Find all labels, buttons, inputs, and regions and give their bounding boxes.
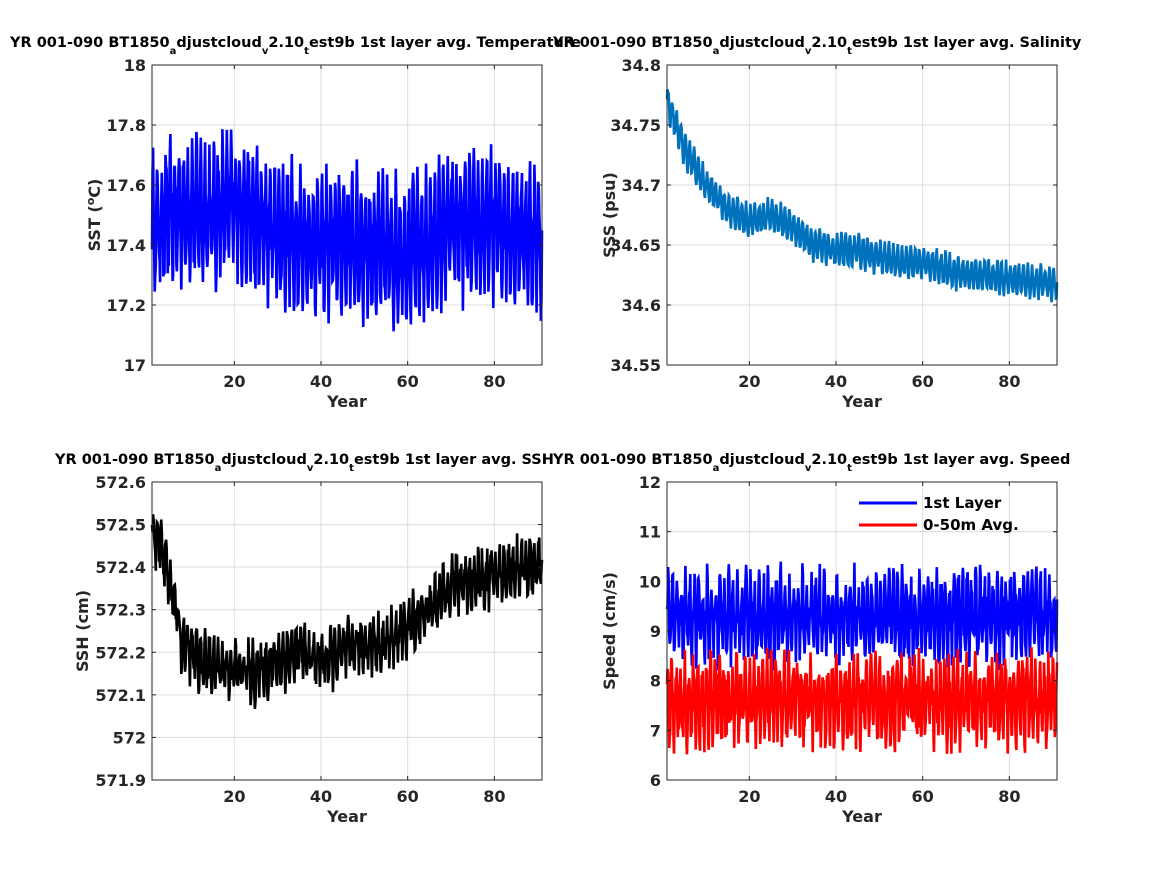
y-tick-label: 17 — [124, 356, 146, 375]
series-line — [665, 561, 1059, 671]
y-axis-label: SST (oC) — [84, 179, 104, 252]
chart-panel-2: 20 40 60 80 34.55 34.6 34.65 34.7 34.75 34.8 Year S… — [552, 35, 1082, 411]
y-tick-label: 8 — [650, 672, 661, 691]
x-tick-label: 80 — [483, 372, 505, 391]
y-tick-label: 572.6 — [95, 473, 146, 492]
y-tick-label: 18 — [124, 56, 146, 75]
x-tick-label: 40 — [825, 787, 847, 806]
axes-box — [151, 481, 543, 781]
y-tick-label: 34.65 — [610, 236, 661, 255]
x-tick-label: 60 — [397, 372, 419, 391]
x-tick-label: 80 — [998, 787, 1020, 806]
y-tick-label: 9 — [650, 622, 661, 641]
y-tick-label: 17.8 — [107, 116, 146, 135]
x-tick-label: 40 — [825, 372, 847, 391]
y-tick-label: 11 — [639, 523, 661, 542]
x-axis-label: Year — [841, 807, 882, 826]
y-tick-label: 17.2 — [107, 296, 146, 315]
x-axis-label: Year — [326, 392, 367, 411]
y-tick-label: 34.55 — [610, 356, 661, 375]
legend: 1st Layer 0-50m Avg. — [859, 494, 1019, 534]
x-tick-label: 80 — [483, 787, 505, 806]
chart-title: YR 001-090 BT1850adjustcloudv2.10test9b … — [9, 35, 581, 57]
x-tick-label: 60 — [912, 787, 934, 806]
series-line — [150, 514, 544, 710]
y-tick-label: 34.7 — [622, 176, 661, 195]
axes-box — [666, 64, 1058, 366]
x-tick-label: 20 — [223, 787, 245, 806]
y-tick-label: 571.9 — [95, 771, 146, 790]
y-tick-label: 17.4 — [107, 236, 146, 255]
x-tick-label: 60 — [397, 787, 419, 806]
series-group — [665, 561, 1059, 755]
y-tick-label: 6 — [650, 771, 661, 790]
y-tick-label: 34.75 — [610, 116, 661, 135]
y-axis-label: SSS (psu) — [600, 172, 619, 258]
series-group — [150, 514, 544, 710]
y-tick-label: 572.4 — [95, 558, 146, 577]
x-tick-label: 20 — [738, 787, 760, 806]
x-axis-label: Year — [326, 807, 367, 826]
chart-title: YR 001-090 BT1850adjustcloudv2.10test9b … — [552, 452, 1070, 474]
y-axis-label: SSH (cm) — [73, 590, 92, 672]
chart-panel-3: 20 40 60 80 571.9 572 572.1 572.2 572.3 572.4 572.… — [54, 452, 554, 826]
legend-label: 0-50m Avg. — [923, 516, 1019, 534]
y-tick-label: 12 — [639, 473, 661, 492]
y-tick-label: 572.2 — [95, 643, 146, 662]
series-group — [665, 89, 1059, 303]
series-line — [665, 89, 1059, 303]
series-line — [150, 129, 544, 332]
y-tick-label: 34.8 — [622, 56, 661, 75]
y-tick-label: 34.6 — [622, 296, 661, 315]
y-tick-label: 572.1 — [95, 686, 146, 705]
y-tick-label: 572.3 — [95, 601, 146, 620]
y-tick-label: 7 — [650, 721, 661, 740]
chart-title: YR 001-090 BT1850adjustcloudv2.10test9b … — [54, 452, 554, 474]
chart-panel-1: 20 40 60 80 17 17.2 17.4 17.6 17.8 18 Year SST (oC)… — [9, 35, 581, 411]
series-line — [665, 647, 1059, 755]
x-tick-label: 60 — [912, 372, 934, 391]
x-tick-label: 20 — [738, 372, 760, 391]
x-tick-label: 20 — [223, 372, 245, 391]
chart-panel-4: 20 40 60 80 6 7 8 9 10 11 12 Year Speed (cm/s) YR 001… — [552, 452, 1070, 826]
y-tick-label: 10 — [639, 572, 661, 591]
x-tick-label: 80 — [998, 372, 1020, 391]
y-tick-label: 572.5 — [95, 516, 146, 535]
chart-title: YR 001-090 BT1850adjustcloudv2.10test9b … — [552, 35, 1082, 57]
series-group — [150, 129, 544, 332]
legend-label: 1st Layer — [923, 494, 1002, 512]
x-axis-label: Year — [841, 392, 882, 411]
y-tick-label: 17.6 — [107, 176, 146, 195]
y-axis-label: Speed (cm/s) — [600, 572, 619, 690]
y-tick-label: 572 — [113, 728, 146, 747]
x-tick-label: 40 — [310, 787, 332, 806]
x-tick-label: 40 — [310, 372, 332, 391]
axes-box — [151, 64, 543, 366]
